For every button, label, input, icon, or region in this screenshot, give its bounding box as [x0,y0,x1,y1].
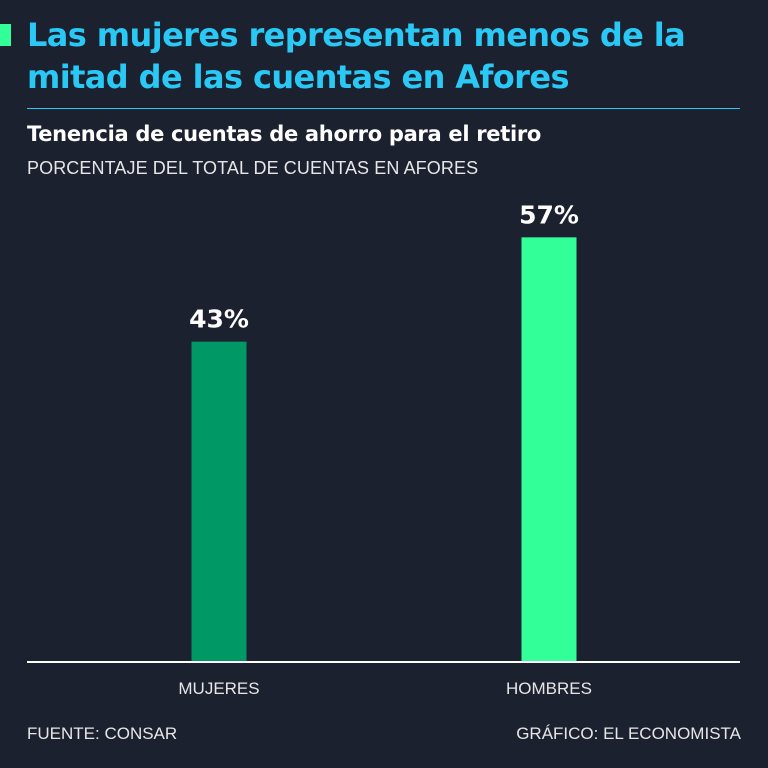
unit-label: PORCENTAJE DEL TOTAL DE CUENTAS EN AFORE… [27,158,479,178]
accent-mark [0,24,11,46]
chart-headline: Las mujeres representan menos de la mita… [27,16,686,96]
category-label-hombres: HOMBRES [506,679,592,698]
title-divider [27,108,740,109]
data-label-hombres: 57% [519,200,579,229]
source-note: FUENTE: CONSAR [27,724,178,743]
credit-note: GRÁFICO: EL ECONOMISTA [516,724,741,743]
bar-hombres [521,237,577,662]
category-label-mujeres: MUJERES [178,679,259,698]
data-label-mujeres: 43% [189,305,249,334]
chart-subtitle: Tenencia de cuentas de ahorro para el re… [27,122,542,146]
bar-mujeres [191,341,247,662]
